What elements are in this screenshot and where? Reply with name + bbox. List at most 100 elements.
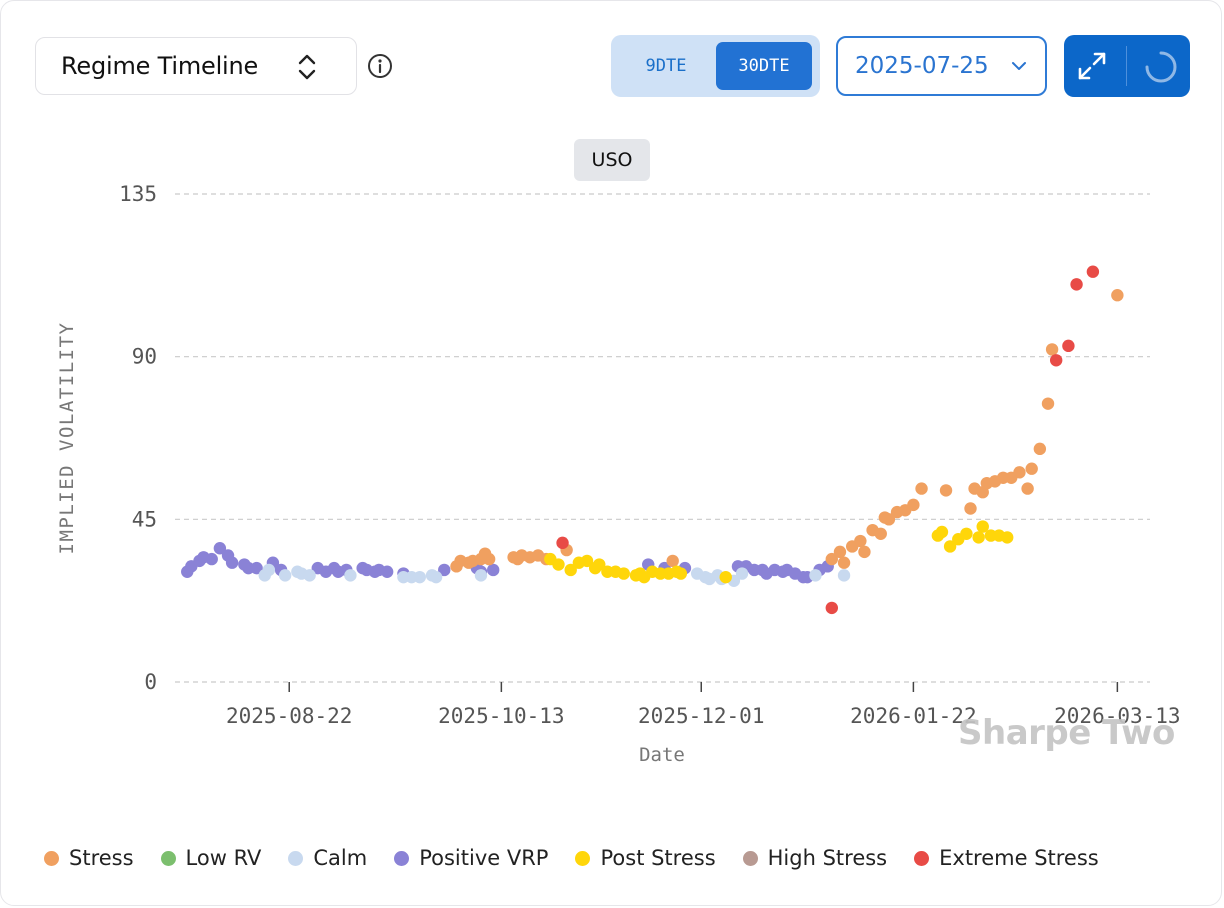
legend: Stress Low RV Calm Positive VRP Post Str… [44,843,1126,873]
x-tick-label: 2026-01-22 [850,704,976,728]
y-tick-label: 135 [119,182,157,206]
legend-label: Calm [313,846,368,870]
legend-item-high-stress[interactable]: High Stress [742,846,888,870]
point-stress [915,482,928,495]
point-positive-vrp [380,565,394,578]
point-stress [825,552,838,566]
point-stress [1111,289,1124,302]
legend-item-positive-vrp[interactable]: Positive VRP [394,846,548,870]
point-stress [1033,442,1047,456]
dte-30-button[interactable]: 30DTE [716,42,812,90]
point-post-stress [564,563,577,577]
dte-toggle: 9DTE 30DTE [611,35,820,97]
point-extreme-stress [1062,339,1075,353]
point-stress [882,513,896,526]
point-positive-vrp [487,563,500,577]
point-calm [303,569,316,582]
point-extreme-stress [1049,354,1063,367]
legend-dot [44,850,59,866]
point-post-stress [935,525,949,539]
point-stress [1045,343,1059,356]
point-calm [429,570,443,584]
point-post-stress [1001,531,1014,544]
point-calm [344,569,357,582]
chart-title: USO [574,139,650,181]
point-post-stress [960,527,973,540]
point-positive-vrp [213,542,227,555]
y-axis-label: IMPLIED VOLATILITY [56,322,78,555]
legend-item-low-rv[interactable]: Low RV [160,846,262,870]
point-extreme-stress [1086,265,1100,278]
point-post-stress [593,558,606,571]
date-select[interactable]: 2025-07-25 [836,36,1047,96]
legend-dot [575,850,591,866]
legend-label: Post Stress [600,846,716,870]
legend-label: Low RV [185,846,262,870]
watermark: Sharpe Two [958,713,1175,753]
point-stress [874,527,887,540]
y-tick-label: 0 [144,670,157,694]
legend-dot [914,850,930,866]
point-stress [964,502,977,515]
point-stress [1041,397,1055,410]
x-tick-label: 2026-03-13 [1054,704,1180,728]
legend-label: High Stress [767,846,888,870]
loading-spinner-icon [1145,51,1177,83]
point-post-stress [943,540,957,553]
action-divider [1126,46,1127,86]
x-tick-label: 2025-12-01 [638,704,764,728]
legend-item-stress[interactable]: Stress [44,846,134,870]
legend-dot [742,850,758,866]
point-stress [1013,466,1026,479]
point-post-stress [552,558,565,571]
point-stress [907,498,920,512]
y-tick-label: 90 [132,345,157,369]
data-points [181,265,1124,615]
x-tick-label: 2025-08-22 [226,704,352,728]
x-axis-label: Date [639,744,685,766]
point-extreme-stress [556,536,569,550]
point-stress [854,534,867,548]
point-post-stress [972,531,985,544]
point-positive-vrp [205,552,218,566]
legend-label: Positive VRP [419,846,549,870]
point-calm [735,567,749,580]
point-post-stress [617,567,630,580]
point-stress [858,545,871,559]
point-post-stress [976,520,989,533]
legend-item-post-stress[interactable]: Post Stress [575,846,716,870]
point-extreme-stress [825,601,838,615]
point-calm [278,569,292,582]
point-calm [413,570,426,584]
point-stress [939,484,953,497]
updown-chevron-icon [298,54,316,80]
point-stress [833,545,847,559]
chart-type-label: Regime Timeline [61,52,259,80]
legend-label: Extreme Stress [939,846,1099,870]
legend-item-calm[interactable]: Calm [288,846,367,870]
legend-item-extreme-stress[interactable]: Extreme Stress [914,846,1099,870]
point-post-stress [719,570,732,584]
x-tick-label: 2025-10-13 [438,704,564,728]
grid-lines [175,193,1150,683]
chart-type-select[interactable]: Regime Timeline [35,37,357,95]
point-calm [837,569,851,582]
point-post-stress [674,567,688,580]
chart-actions [1064,35,1190,97]
point-calm [262,563,276,577]
dte-9-button[interactable]: 9DTE [645,56,687,76]
y-tick-label: 45 [132,507,157,531]
chevron-down-icon [1012,62,1026,70]
legend-dot [288,850,304,866]
info-icon[interactable] [367,53,393,79]
point-calm [809,569,822,582]
expand-icon[interactable] [1074,48,1110,84]
scatter-chart: 0 45 90 135 2025-08-22 2025-10-13 2025-12-01 20… [56,182,1181,766]
point-stress [666,554,679,568]
point-stress [837,556,851,569]
point-stress [1025,462,1038,475]
point-positive-vrp [438,563,451,577]
point-calm [474,569,488,582]
legend-dot [160,850,176,866]
point-stress [482,552,496,566]
